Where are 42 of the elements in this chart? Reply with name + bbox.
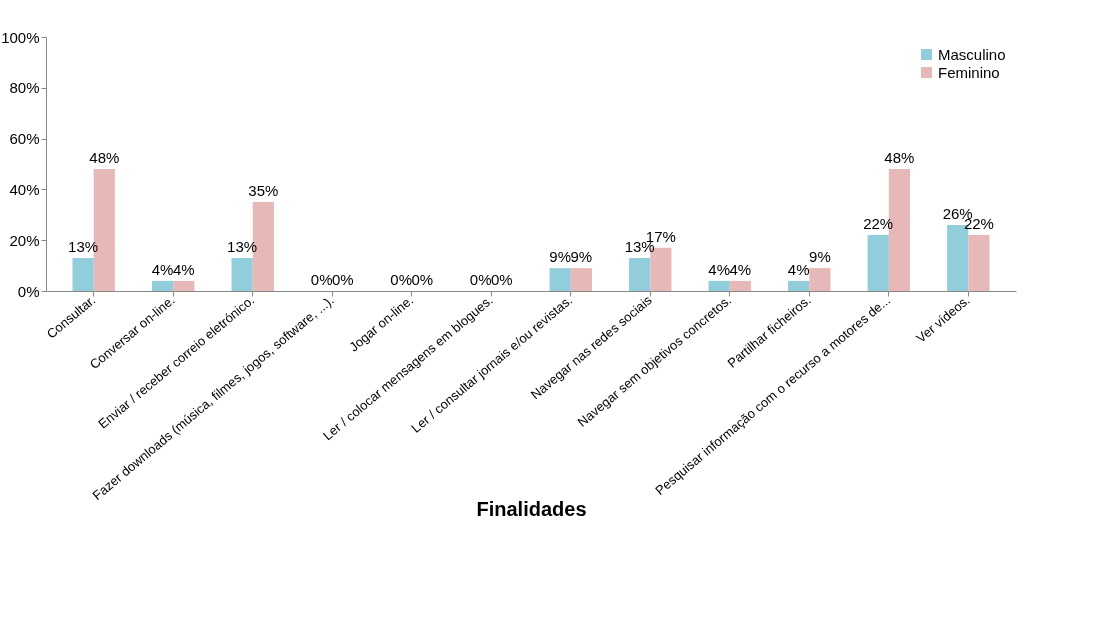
bar bbox=[708, 280, 730, 291]
bar bbox=[152, 280, 174, 291]
bar bbox=[788, 280, 810, 291]
y-tick-label: 40% bbox=[9, 180, 40, 198]
bar bbox=[629, 257, 651, 291]
legend-label: Masculino bbox=[938, 45, 1006, 63]
x-axis-title: Finalidades bbox=[476, 497, 587, 520]
data-label: 13% bbox=[227, 237, 258, 255]
y-tick-label: 80% bbox=[9, 79, 40, 97]
data-label: 0% bbox=[491, 271, 513, 288]
bar bbox=[72, 257, 94, 291]
bar bbox=[968, 235, 990, 291]
bar bbox=[570, 268, 592, 291]
data-label: 4% bbox=[708, 260, 731, 278]
bar bbox=[231, 257, 253, 291]
data-label: 4% bbox=[729, 260, 752, 278]
bar bbox=[173, 280, 195, 291]
data-label: 9% bbox=[809, 248, 831, 266]
y-tick-label: 60% bbox=[9, 130, 40, 148]
data-label: 0% bbox=[331, 271, 354, 288]
data-label: 48% bbox=[89, 149, 120, 167]
y-tick-label: 0% bbox=[17, 282, 40, 300]
data-label: 4% bbox=[151, 260, 174, 278]
y-tick-label: 100% bbox=[1, 28, 40, 46]
data-label: 9% bbox=[570, 248, 593, 266]
data-label: 35% bbox=[248, 182, 279, 200]
data-label: 22% bbox=[863, 215, 894, 233]
data-label: 13% bbox=[68, 237, 99, 255]
data-label: 4% bbox=[172, 260, 195, 278]
y-tick-label: 20% bbox=[9, 231, 40, 249]
data-label: 48% bbox=[884, 149, 915, 167]
data-label: 4% bbox=[787, 260, 810, 278]
data-label: 0% bbox=[390, 271, 412, 288]
bar bbox=[809, 268, 831, 291]
bar bbox=[549, 268, 571, 291]
data-label: 0% bbox=[469, 271, 492, 288]
data-label: 0% bbox=[310, 271, 333, 288]
data-label: 9% bbox=[549, 248, 571, 266]
legend-label: Feminino bbox=[938, 63, 1000, 81]
bar bbox=[867, 235, 889, 291]
bar bbox=[729, 280, 751, 291]
data-label: 0% bbox=[411, 271, 434, 288]
